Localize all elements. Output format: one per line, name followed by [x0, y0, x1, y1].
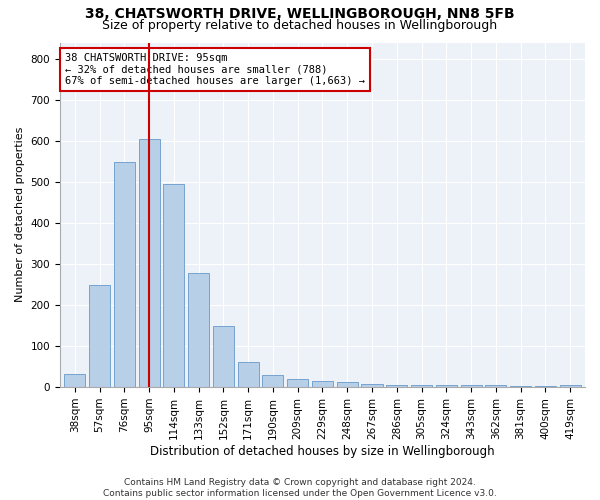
Bar — [64, 374, 85, 387]
Bar — [312, 381, 333, 387]
Bar — [485, 386, 506, 387]
Bar — [163, 184, 184, 387]
Text: Size of property relative to detached houses in Wellingborough: Size of property relative to detached ho… — [103, 19, 497, 32]
Text: 38, CHATSWORTH DRIVE, WELLINGBOROUGH, NN8 5FB: 38, CHATSWORTH DRIVE, WELLINGBOROUGH, NN… — [85, 8, 515, 22]
Bar — [139, 139, 160, 387]
Bar — [510, 386, 531, 387]
X-axis label: Distribution of detached houses by size in Wellingborough: Distribution of detached houses by size … — [150, 444, 495, 458]
Bar — [213, 326, 234, 387]
Bar — [411, 385, 432, 387]
Bar — [535, 386, 556, 387]
Bar — [560, 384, 581, 387]
Bar — [114, 162, 135, 387]
Bar — [238, 362, 259, 387]
Bar — [361, 384, 383, 387]
Bar — [188, 273, 209, 387]
Bar — [89, 286, 110, 387]
Text: 38 CHATSWORTH DRIVE: 95sqm
← 32% of detached houses are smaller (788)
67% of sem: 38 CHATSWORTH DRIVE: 95sqm ← 32% of deta… — [65, 53, 365, 86]
Text: Contains HM Land Registry data © Crown copyright and database right 2024.
Contai: Contains HM Land Registry data © Crown c… — [103, 478, 497, 498]
Bar — [461, 386, 482, 387]
Bar — [287, 379, 308, 387]
Bar — [386, 384, 407, 387]
Bar — [262, 375, 283, 387]
Bar — [337, 382, 358, 387]
Bar — [436, 385, 457, 387]
Y-axis label: Number of detached properties: Number of detached properties — [15, 127, 25, 302]
